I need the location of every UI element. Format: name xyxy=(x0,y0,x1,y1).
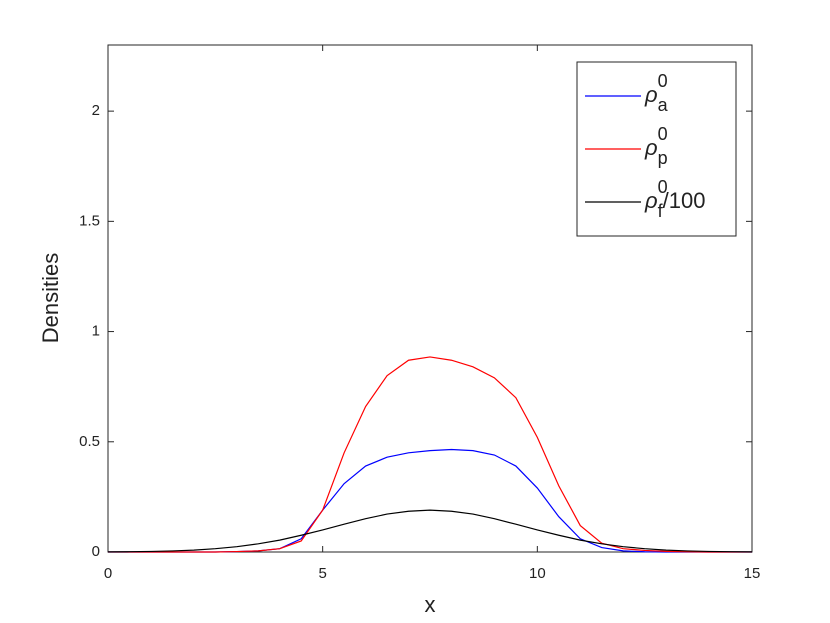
legend-superscript: 0 xyxy=(658,71,668,91)
legend-symbol: ρ xyxy=(644,135,658,160)
legend-symbol: ρ xyxy=(644,82,658,107)
legend-subscript: a xyxy=(658,95,669,115)
legend-subscript: f xyxy=(658,201,664,221)
x-tick-label: 10 xyxy=(529,565,546,582)
legend-suffix: /100 xyxy=(663,188,706,213)
y-tick-label: 0.5 xyxy=(79,433,100,450)
series-line xyxy=(108,356,752,553)
legend-label: ρ0 p xyxy=(644,124,668,168)
series-line xyxy=(107,509,753,553)
x-axis-label: x xyxy=(425,592,436,617)
y-axis-label: Densities xyxy=(38,253,63,343)
legend-superscript: 0 xyxy=(658,124,668,144)
axes-box xyxy=(107,44,753,553)
y-tick-label: 1 xyxy=(92,323,100,340)
legend-superscript: 0 xyxy=(658,177,668,197)
legend-label: ρ0 f/100 xyxy=(644,177,705,221)
legend-label: ρ0 a xyxy=(644,71,669,115)
legend-symbol: ρ xyxy=(644,188,658,213)
y-tick-label: 1.5 xyxy=(79,212,100,229)
y-tick-label: 0 xyxy=(92,543,100,560)
legend-subscript: p xyxy=(658,148,668,168)
y-tick-label: 2 xyxy=(92,102,100,119)
x-tick-label: 0 xyxy=(104,565,112,582)
x-tick-label: 5 xyxy=(318,565,326,582)
x-tick-label: 15 xyxy=(744,565,761,582)
